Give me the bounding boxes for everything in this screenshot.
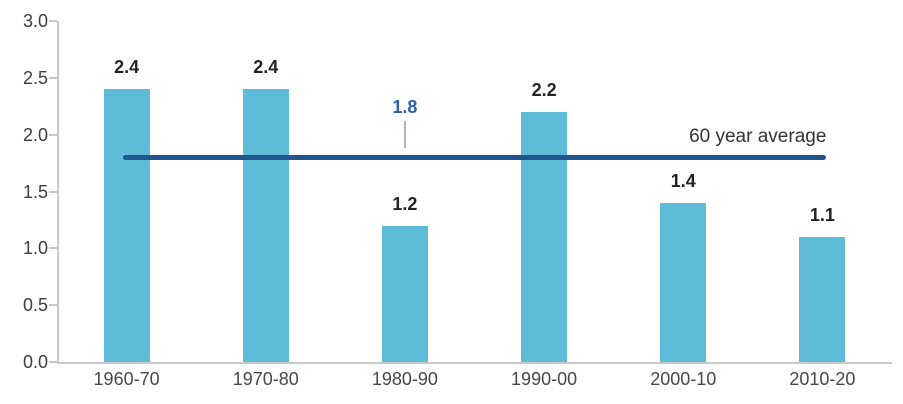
y-axis-tick-label: 0.5 <box>22 295 48 316</box>
bar <box>799 236 846 362</box>
y-axis-tick-label: 1.5 <box>22 181 48 202</box>
bar <box>521 111 568 362</box>
y-axis-tick <box>49 133 57 136</box>
bar-value-label: 1.4 <box>670 170 696 191</box>
bar-value-label: 1.2 <box>392 193 418 214</box>
x-axis-label: 1980-90 <box>371 369 438 389</box>
bar <box>242 89 289 362</box>
y-axis-tick <box>49 76 57 79</box>
y-axis-tick <box>49 190 57 193</box>
y-axis-tick-label: 2.0 <box>22 124 48 145</box>
bar-value-label: 1.1 <box>809 204 835 225</box>
bar-value-label: 2.4 <box>253 57 279 78</box>
average-leader-line <box>403 121 406 149</box>
y-axis-tick-label: 2.5 <box>22 67 48 88</box>
y-axis-tick <box>49 20 57 22</box>
bar <box>103 89 150 362</box>
y-axis-tick-label: 1.0 <box>22 238 48 259</box>
y-axis-line <box>57 21 59 364</box>
y-axis-tick-label: 3.0 <box>22 11 48 31</box>
bar <box>660 202 707 362</box>
y-axis-tick-label: 0.0 <box>22 352 48 372</box>
x-axis-label: 2010-20 <box>789 369 856 389</box>
x-axis-label: 1970-80 <box>232 369 299 389</box>
x-axis-label: 2000-10 <box>650 369 717 389</box>
x-axis-label: 1960-70 <box>93 369 160 389</box>
average-line <box>122 154 827 160</box>
y-axis-tick <box>49 361 57 363</box>
average-line-label: 60 year average <box>689 126 827 148</box>
y-axis-tick <box>49 304 57 307</box>
bar-value-label: 2.4 <box>114 57 140 78</box>
y-axis-tick <box>49 247 57 250</box>
bar-value-label: 2.2 <box>531 79 557 100</box>
x-axis-label: 1990-00 <box>511 369 578 389</box>
average-value-label: 1.8 <box>392 97 418 118</box>
bar <box>381 225 428 362</box>
x-axis-line <box>57 362 892 364</box>
